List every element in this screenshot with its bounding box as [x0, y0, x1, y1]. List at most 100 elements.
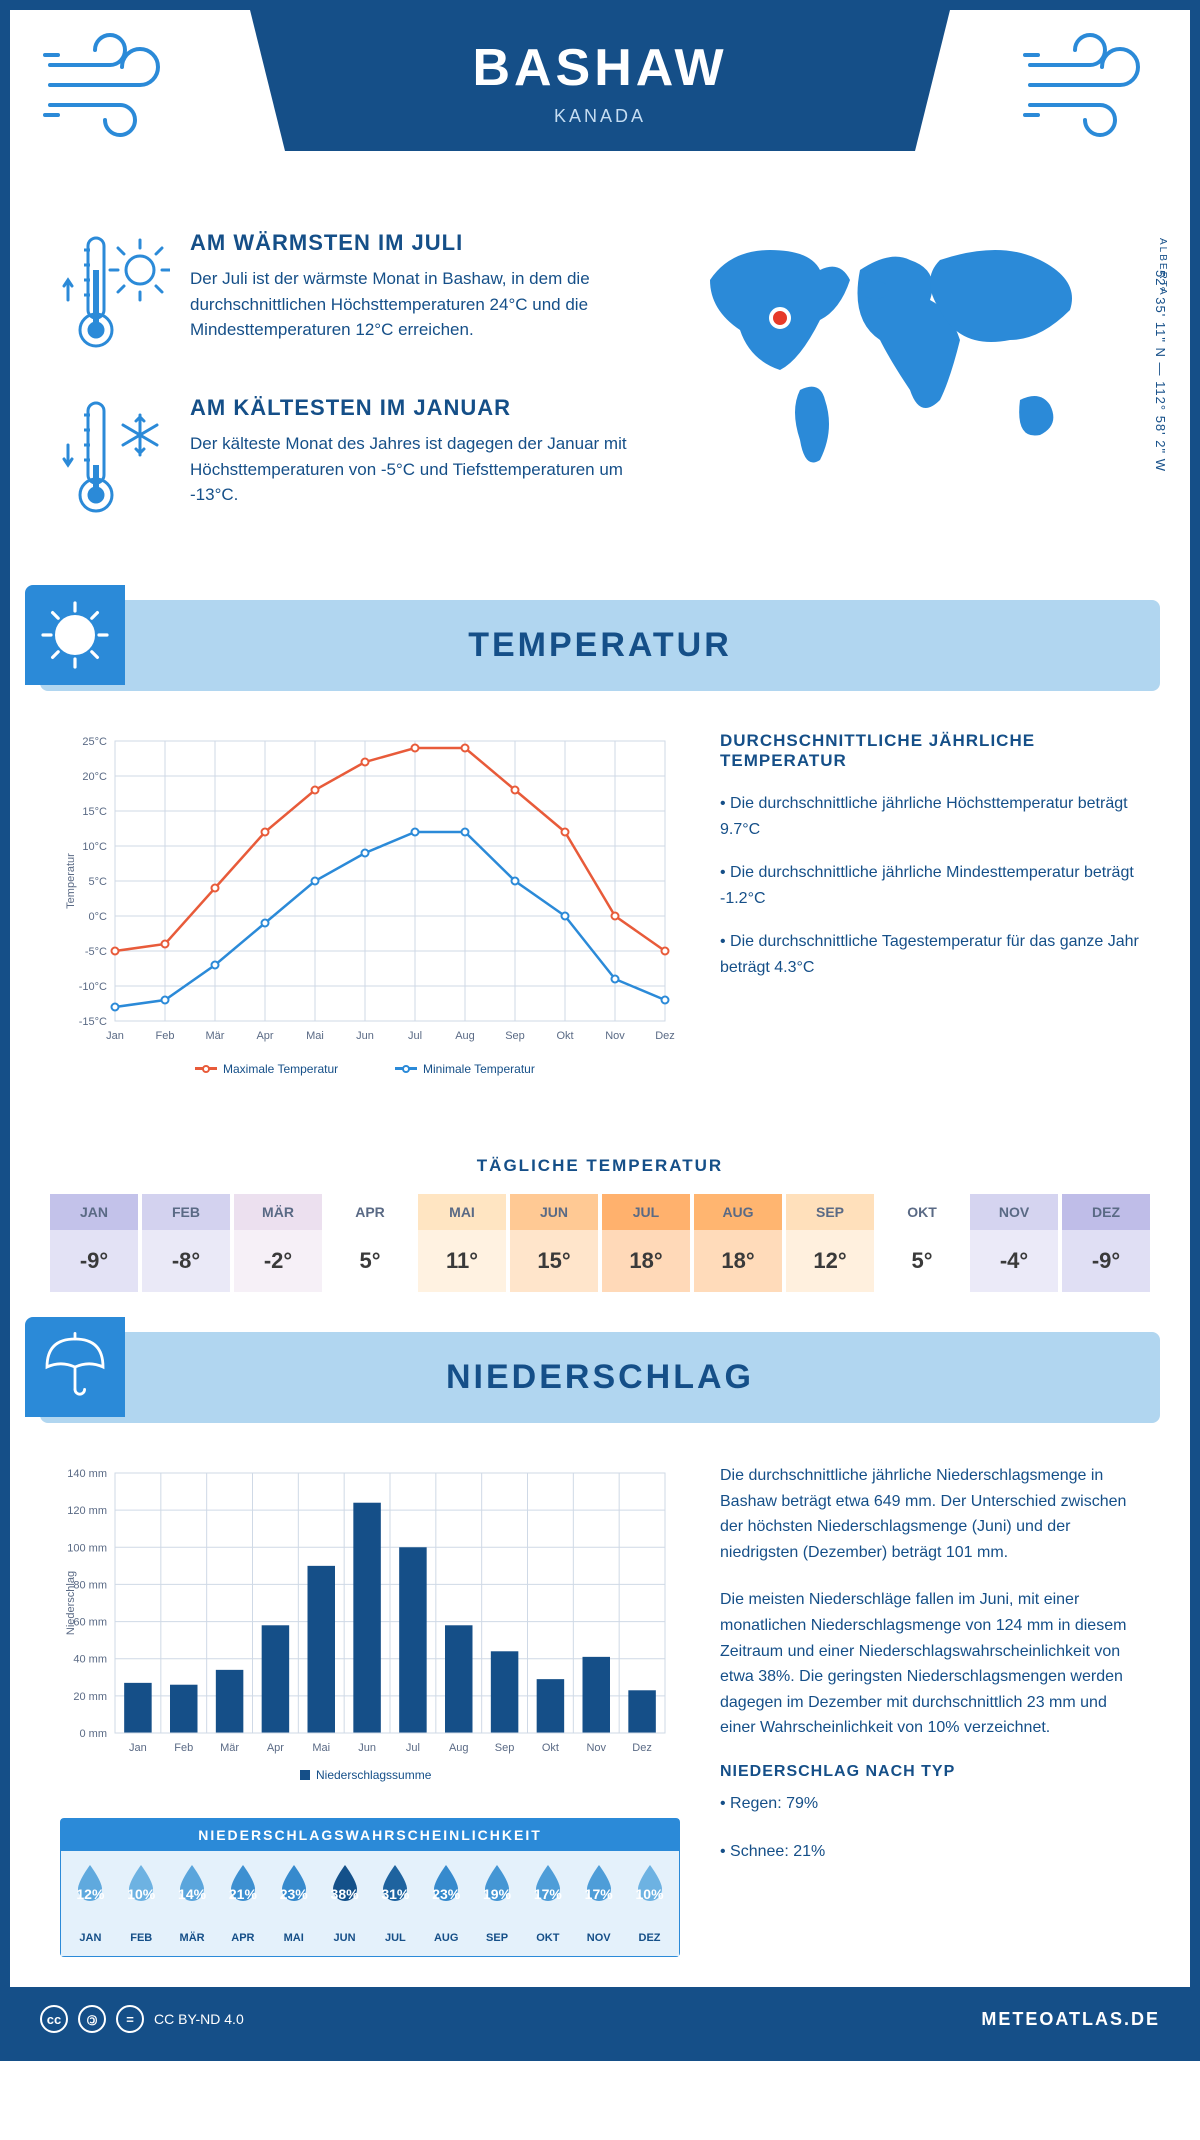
- prob-cell: 19% SEP: [472, 1863, 523, 1944]
- svg-text:25°C: 25°C: [82, 736, 107, 748]
- prob-cell: 38% JUN: [319, 1863, 370, 1944]
- temp-chart-section: -15°C-10°C-5°C0°C5°C10°C15°C20°C25°CJanF…: [10, 721, 1190, 1126]
- svg-text:Jan: Jan: [129, 1742, 147, 1754]
- prob-cell: 17% OKT: [522, 1863, 573, 1944]
- daily-cell: DEZ -9°: [1062, 1194, 1150, 1292]
- map-block: ALBERTA 52° 35' 11" N — 112° 58' 2" W: [680, 230, 1140, 560]
- svg-text:40 mm: 40 mm: [73, 1654, 107, 1666]
- svg-text:120 mm: 120 mm: [67, 1505, 107, 1517]
- precip-chart-section: 0 mm20 mm40 mm60 mm80 mm100 mm120 mm140 …: [10, 1453, 1190, 1987]
- prob-cell: 14% MÄR: [167, 1863, 218, 1944]
- coldest-text: AM KÄLTESTEN IM JANUAR Der kälteste Mona…: [190, 395, 650, 530]
- svg-text:10°C: 10°C: [82, 841, 107, 853]
- precip-left: 0 mm20 mm40 mm60 mm80 mm100 mm120 mm140 …: [60, 1463, 680, 1957]
- precip-type-title: NIEDERSCHLAG NACH TYP: [720, 1763, 1140, 1781]
- precip-type-1: • Regen: 79%: [720, 1791, 1140, 1817]
- svg-text:Jun: Jun: [358, 1742, 376, 1754]
- daily-cell: SEP 12°: [786, 1194, 874, 1292]
- temp-info-title: DURCHSCHNITTLICHE JÄHRLICHE TEMPERATUR: [720, 731, 1140, 771]
- daily-cell: AUG 18°: [694, 1194, 782, 1292]
- svg-text:Minimale Temperatur: Minimale Temperatur: [423, 1062, 535, 1076]
- svg-text:0 mm: 0 mm: [80, 1728, 108, 1740]
- precip-prob-table: NIEDERSCHLAGSWAHRSCHEINLICHKEIT 12% JAN …: [60, 1818, 680, 1957]
- daily-cell: OKT 5°: [878, 1194, 966, 1292]
- svg-text:-5°C: -5°C: [85, 946, 107, 958]
- license-text: CC BY-ND 4.0: [154, 2011, 244, 2027]
- svg-text:0°C: 0°C: [89, 911, 108, 923]
- prob-cell: 21% APR: [217, 1863, 268, 1944]
- thermometer-sun-icon: [60, 230, 170, 365]
- svg-text:Mai: Mai: [306, 1030, 324, 1042]
- coldest-title: AM KÄLTESTEN IM JANUAR: [190, 395, 650, 421]
- svg-text:Nov: Nov: [586, 1742, 606, 1754]
- svg-text:Apr: Apr: [256, 1030, 273, 1042]
- nd-icon: =: [116, 2005, 144, 2033]
- daily-cell: JAN -9°: [50, 1194, 138, 1292]
- precip-type-2: • Schnee: 21%: [720, 1839, 1140, 1865]
- precip-info: Die durchschnittliche jährliche Niedersc…: [720, 1463, 1140, 1957]
- svg-text:Sep: Sep: [495, 1742, 515, 1754]
- precip-para-1: Die durchschnittliche jährliche Niedersc…: [720, 1463, 1140, 1565]
- header: BASHAW KANADA: [10, 10, 1190, 210]
- svg-text:Nov: Nov: [605, 1030, 625, 1042]
- svg-text:60 mm: 60 mm: [73, 1617, 107, 1629]
- svg-text:Jan: Jan: [106, 1030, 124, 1042]
- temp-section-header: TEMPERATUR: [40, 600, 1160, 691]
- sun-icon: [25, 585, 125, 685]
- temp-bullet-1: • Die durchschnittliche jährliche Höchst…: [720, 791, 1140, 842]
- daily-cell: NOV -4°: [970, 1194, 1058, 1292]
- world-map-icon: [680, 230, 1100, 490]
- svg-text:100 mm: 100 mm: [67, 1542, 107, 1554]
- daily-cell: JUL 18°: [602, 1194, 690, 1292]
- cc-icon: cc: [40, 2005, 68, 2033]
- svg-text:Okt: Okt: [542, 1742, 559, 1754]
- title-ribbon: BASHAW KANADA: [250, 10, 950, 151]
- prob-cell: 10% DEZ: [624, 1863, 675, 1944]
- svg-text:Apr: Apr: [267, 1742, 284, 1754]
- prob-cell: 10% FEB: [116, 1863, 167, 1944]
- footer: cc 🄯 = CC BY-ND 4.0 METEOATLAS.DE: [10, 1987, 1190, 2051]
- svg-text:Aug: Aug: [455, 1030, 475, 1042]
- thermometer-snow-icon: [60, 395, 170, 530]
- warmest-block: AM WÄRMSTEN IM JULI Der Juli ist der wär…: [60, 230, 650, 365]
- svg-text:Niederschlag: Niederschlag: [65, 1571, 77, 1635]
- precip-para-2: Die meisten Niederschläge fallen im Juni…: [720, 1587, 1140, 1741]
- coldest-block: AM KÄLTESTEN IM JANUAR Der kälteste Mona…: [60, 395, 650, 530]
- precip-bar-chart: 0 mm20 mm40 mm60 mm80 mm100 mm120 mm140 …: [60, 1463, 680, 1793]
- info-left: AM WÄRMSTEN IM JULI Der Juli ist der wär…: [60, 230, 650, 560]
- svg-text:Mär: Mär: [206, 1030, 225, 1042]
- daily-cell: JUN 15°: [510, 1194, 598, 1292]
- temp-info: DURCHSCHNITTLICHE JÄHRLICHE TEMPERATUR •…: [720, 731, 1140, 1096]
- prob-cell: 12% JAN: [65, 1863, 116, 1944]
- svg-text:5°C: 5°C: [89, 876, 108, 888]
- svg-text:Temperatur: Temperatur: [65, 853, 77, 909]
- svg-text:20°C: 20°C: [82, 771, 107, 783]
- svg-text:Mai: Mai: [312, 1742, 330, 1754]
- svg-text:20 mm: 20 mm: [73, 1691, 107, 1703]
- svg-text:-15°C: -15°C: [79, 1016, 107, 1028]
- svg-text:Dez: Dez: [632, 1742, 652, 1754]
- wind-icon: [1020, 30, 1160, 140]
- precip-title: NIEDERSCHLAG: [70, 1358, 1130, 1397]
- svg-text:Aug: Aug: [449, 1742, 469, 1754]
- daily-cell: FEB -8°: [142, 1194, 230, 1292]
- svg-text:Jul: Jul: [408, 1030, 422, 1042]
- svg-text:Jun: Jun: [356, 1030, 374, 1042]
- temp-bullet-3: • Die durchschnittliche Tagestemperatur …: [720, 929, 1140, 980]
- info-section: AM WÄRMSTEN IM JULI Der Juli ist der wär…: [10, 210, 1190, 590]
- prob-table-header: NIEDERSCHLAGSWAHRSCHEINLICHKEIT: [61, 1819, 679, 1851]
- coordinates: 52° 35' 11" N — 112° 58' 2" W: [1153, 270, 1168, 472]
- temp-bullet-2: • Die durchschnittliche jährliche Mindes…: [720, 860, 1140, 911]
- svg-text:Sep: Sep: [505, 1030, 525, 1042]
- warmest-title: AM WÄRMSTEN IM JULI: [190, 230, 650, 256]
- brand-text: METEOATLAS.DE: [981, 2009, 1160, 2030]
- svg-text:Maximale Temperatur: Maximale Temperatur: [223, 1062, 338, 1076]
- daily-cell: MAI 11°: [418, 1194, 506, 1292]
- prob-cell: 23% AUG: [421, 1863, 472, 1944]
- location-marker-icon: [771, 309, 789, 327]
- svg-text:Feb: Feb: [156, 1030, 175, 1042]
- svg-text:Feb: Feb: [174, 1742, 193, 1754]
- svg-text:-10°C: -10°C: [79, 981, 107, 993]
- warmest-desc: Der Juli ist der wärmste Monat in Bashaw…: [190, 266, 650, 343]
- svg-text:80 mm: 80 mm: [73, 1579, 107, 1591]
